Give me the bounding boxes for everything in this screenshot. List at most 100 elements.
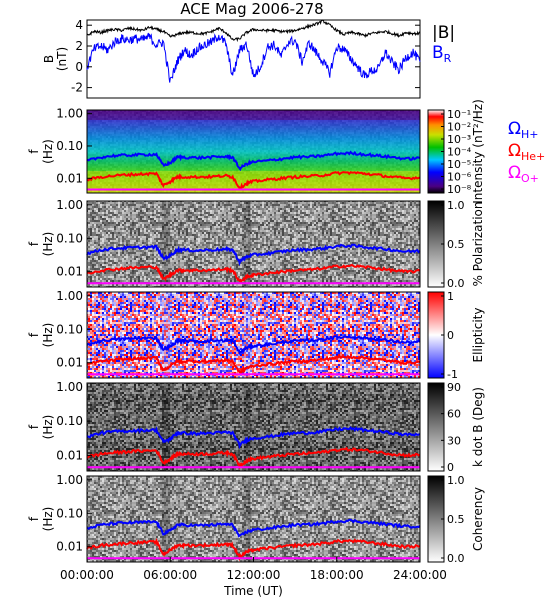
y-axis-title: f xyxy=(27,241,41,246)
gyro-line-h-plus xyxy=(86,243,421,267)
spectrogram-image xyxy=(87,383,420,471)
event-band xyxy=(243,201,251,287)
y-axis-label: f (Hz) xyxy=(27,323,55,348)
colorbar-label: k dot B (Deg) xyxy=(471,387,485,467)
y-axis-unit: (Hz) xyxy=(41,415,55,440)
gyro-line-h-plus xyxy=(86,518,421,538)
y-tick-label: 0.01 xyxy=(56,356,83,370)
legend-b-magnitude: |B| xyxy=(432,23,455,43)
y-tick-label: 1.00 xyxy=(56,380,83,394)
y-tick-label: 0.10 xyxy=(56,139,83,153)
panel-intensity: 1.000.100.01f (Hz)10⁻¹10⁻²10⁻³10⁻⁴10⁻⁵10⁻… xyxy=(27,99,545,204)
colorbar-tick-label: 0.5 xyxy=(447,513,465,526)
colorbar-tick-label: 10⁻² xyxy=(447,121,471,134)
event-band xyxy=(161,383,171,471)
legend-omega-h: ΩH+ xyxy=(508,119,539,141)
colorbar-tick-label: 1.0 xyxy=(447,199,465,212)
colorbar-tick-label: 0.0 xyxy=(447,277,465,290)
x-axis: 00:00:00 06:00:00 12:00:00 18:00:00 24:00:00… xyxy=(60,557,447,598)
event-band xyxy=(243,292,251,378)
spectrogram-texture xyxy=(87,110,420,193)
x-tick-label: 24:00:00 xyxy=(393,568,447,582)
legend-omega-o: ΩO+ xyxy=(508,163,539,185)
y-tick-label: 2 xyxy=(75,39,83,53)
y-tick-label: -2 xyxy=(71,81,83,95)
y-tick-label: 0.10 xyxy=(56,322,83,336)
colorbar-tick-label: 0 xyxy=(447,461,454,474)
colorbar-tick-label: 0.5 xyxy=(447,238,465,251)
y-tick-label: 1.00 xyxy=(56,107,83,121)
series-b-r-line xyxy=(86,32,421,83)
plot-frame xyxy=(86,291,421,379)
colorbar-label: Intensity (nT²/Hz) xyxy=(471,99,485,204)
colorbar-tick-label: 10⁻¹ xyxy=(447,108,471,121)
plot-frame xyxy=(86,19,421,99)
colorbar-tick-label: -1 xyxy=(447,368,458,381)
spectrogram-image xyxy=(87,201,420,287)
colorbar-tick-label: 30 xyxy=(447,434,461,447)
colorbar-tick-label: 10⁻⁶ xyxy=(447,171,472,184)
y-axis-label: f (Hz) xyxy=(27,232,55,257)
figure-title: ACE Mag 2006-278 xyxy=(180,0,323,18)
colorbar-tick-label: 60 xyxy=(447,408,461,421)
y-tick-label: 1.00 xyxy=(56,198,83,212)
y-axis-title: B xyxy=(42,55,56,63)
spectrogram-image xyxy=(87,292,420,378)
y-tick-label: 0.10 xyxy=(56,231,83,245)
plot-frame xyxy=(86,200,421,288)
colorbar-tick-label: 90 xyxy=(447,381,461,394)
x-tick-label: 12:00:00 xyxy=(227,568,281,582)
colorbar-tick-label: 10⁻³ xyxy=(447,133,471,146)
y-axis-unit: (Hz) xyxy=(41,323,55,348)
colorbar-label: % Polarization xyxy=(471,202,485,287)
colorbar xyxy=(427,382,445,472)
y-tick-label: 0.01 xyxy=(56,540,83,554)
event-band xyxy=(161,476,171,562)
gyro-line-h-plus xyxy=(86,426,421,450)
colorbar-tick-label: 1.0 xyxy=(447,474,465,487)
y-axis-title: f xyxy=(27,516,41,521)
colorbar-tick-label: 10⁻⁸ xyxy=(447,183,472,196)
y-axis-label: f (Hz) xyxy=(27,415,55,440)
colorbar-label: Coherency xyxy=(471,487,485,551)
event-band xyxy=(243,476,251,562)
y-tick-label: 0.10 xyxy=(56,414,83,428)
y-axis-label: f (Hz) xyxy=(27,507,55,532)
gyro-line-h-plus xyxy=(86,150,421,172)
y-tick-label: 1.00 xyxy=(56,289,83,303)
x-tick-label: 00:00:00 xyxy=(60,568,114,582)
y-tick-label: 0 xyxy=(75,60,83,74)
colorbar-tick-label: 0.0 xyxy=(447,552,465,565)
colorbar-title: Ellipticity xyxy=(471,308,485,363)
panel-magnetic-field: 420-2B (nT)|B|BR xyxy=(42,18,455,99)
x-tick-label: 18:00:00 xyxy=(310,568,364,582)
legend-b-r: BR xyxy=(432,43,452,65)
y-axis-unit: (Hz) xyxy=(41,507,55,532)
colorbar-tick-label: 1 xyxy=(447,290,454,303)
x-tick-label: 06:00:00 xyxy=(143,568,197,582)
colorbar-title: k dot B (Deg) xyxy=(471,387,485,467)
y-axis-title: f xyxy=(27,332,41,337)
colorbar-title: % Polarization xyxy=(471,202,485,287)
y-tick-label: 1.00 xyxy=(56,473,83,487)
y-tick-label: 0.01 xyxy=(56,171,83,185)
y-tick-label: 0.01 xyxy=(56,448,83,462)
y-axis-title: f xyxy=(27,149,41,154)
colorbar-title: Coherency xyxy=(471,487,485,551)
y-axis-unit: (Hz) xyxy=(41,139,55,164)
colorbar-tick-label: 0 xyxy=(447,329,454,342)
colorbar-tick-label: 10⁻⁵ xyxy=(447,158,471,171)
gyro-line-he-plus xyxy=(86,354,421,376)
x-axis-title: Time (UT) xyxy=(223,584,283,598)
colorbar-label: Ellipticity xyxy=(471,308,485,363)
colorbar-title: Intensity (nT²/Hz) xyxy=(471,99,485,204)
event-band xyxy=(243,383,251,471)
colorbar-tick-label: 10⁻⁴ xyxy=(447,146,472,159)
spectrogram-image xyxy=(87,476,420,562)
series-b-magnitude-line xyxy=(86,19,421,43)
legend-omega-he: ΩHe+ xyxy=(508,141,545,163)
y-axis-label: f (Hz) xyxy=(27,139,55,164)
y-axis-unit: (nT) xyxy=(55,47,69,71)
